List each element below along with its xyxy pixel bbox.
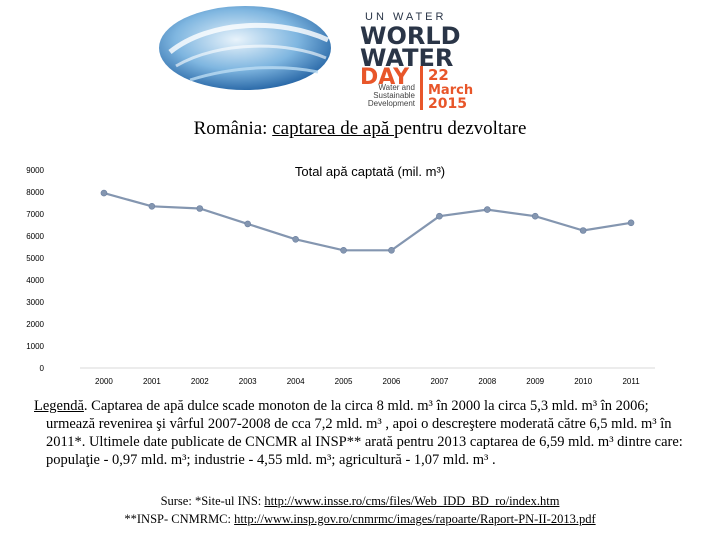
x-tick-label: 2007	[430, 377, 448, 386]
series-line	[103, 192, 632, 252]
x-tick-label: 2011	[622, 377, 640, 386]
source-2-prefix: **INSP- CNMRMC:	[124, 512, 235, 526]
world-water-day-logo: UN WATER WORLD WATER DAY Water and Susta…	[150, 0, 570, 112]
x-tick-label: 2010	[574, 377, 592, 386]
logo-un-water: UN WATER	[365, 11, 446, 23]
x-tick-label: 2000	[95, 377, 113, 386]
x-tick-label: 2003	[239, 377, 257, 386]
data-point	[531, 212, 539, 220]
x-tick-label: 2008	[478, 377, 496, 386]
y-tick-label: 6000	[26, 232, 44, 241]
logo-tagline-1: Water and	[378, 83, 415, 92]
logo-date-month: March	[428, 83, 473, 98]
data-point	[196, 205, 204, 212]
y-tick-label: 3000	[26, 298, 44, 307]
slide-title-underlined: captarea de apă	[272, 118, 395, 139]
data-point	[436, 212, 443, 220]
logo-day: DAY	[360, 65, 410, 90]
legend-rest: urmează revenirea şi vârful 2007-2008 de…	[46, 416, 683, 468]
x-tick-label: 2009	[526, 377, 544, 386]
line-chart: 0 1000 2000 3000 4000 5000 6000 7000 8000 9000 200…	[26, 166, 655, 386]
data-point	[292, 236, 299, 243]
logo-tagline-2: Sustainable	[373, 91, 415, 100]
sources: Surse: *Site-ul INS: http://www.insse.ro…	[0, 492, 720, 528]
data-point	[388, 247, 395, 254]
source-1-prefix: Surse: *Site-ul INS:	[160, 494, 265, 508]
y-tick-label: 4000	[26, 276, 44, 285]
y-tick-label: 0	[40, 364, 45, 373]
legend-line1: . Captarea de apă dulce scade monoton de…	[83, 398, 649, 414]
data-point	[627, 219, 635, 227]
x-tick-label: 2001	[143, 377, 161, 386]
data-point	[340, 247, 347, 254]
y-tick-label: 1000	[26, 342, 44, 351]
logo-water: WATER	[360, 44, 453, 72]
data-point	[148, 202, 156, 210]
logo-tagline-3: Development	[368, 99, 416, 108]
x-tick-label: 2002	[191, 377, 209, 386]
legend-label: Legendă	[34, 398, 84, 414]
y-tick-label: 5000	[26, 254, 44, 263]
legend-paragraph: Legendă. Captarea de apă dulce scade mon…	[34, 397, 714, 469]
logo-graphic: UN WATER WORLD WATER DAY Water and Susta…	[159, 6, 473, 112]
source-1-link[interactable]: http://www.insse.ro/cms/files/Web_IDD_BD…	[264, 494, 560, 508]
y-tick-label: 9000	[26, 166, 44, 175]
data-point	[579, 227, 587, 234]
source-2-link[interactable]: http://www.insp.gov.ro/cnmrmc/images/rap…	[234, 512, 596, 526]
chart-title: Total apă captată (mil. m³)	[294, 164, 446, 179]
slide-title-part1: România:	[193, 118, 273, 139]
x-tick-label: 2004	[287, 377, 305, 386]
logo-date-day: 22	[428, 66, 449, 84]
data-point	[244, 220, 252, 228]
slide-title-part2: pentru dezvoltare	[394, 118, 527, 139]
y-tick-label: 2000	[26, 320, 44, 329]
data-point	[483, 206, 491, 213]
x-tick-label: 2006	[383, 377, 401, 386]
y-tick-label: 8000	[26, 188, 44, 197]
slide-title: România: captarea de apă pentru dezvolta…	[0, 118, 720, 140]
logo-date-year: 2015	[428, 96, 467, 112]
chart-container: Total apă captată (mil. m³) 0 1000 2000 300…	[0, 160, 720, 390]
data-point	[100, 189, 108, 197]
x-tick-label: 2005	[335, 377, 353, 386]
logo-world: WORLD	[360, 22, 461, 50]
y-tick-label: 7000	[26, 210, 44, 219]
